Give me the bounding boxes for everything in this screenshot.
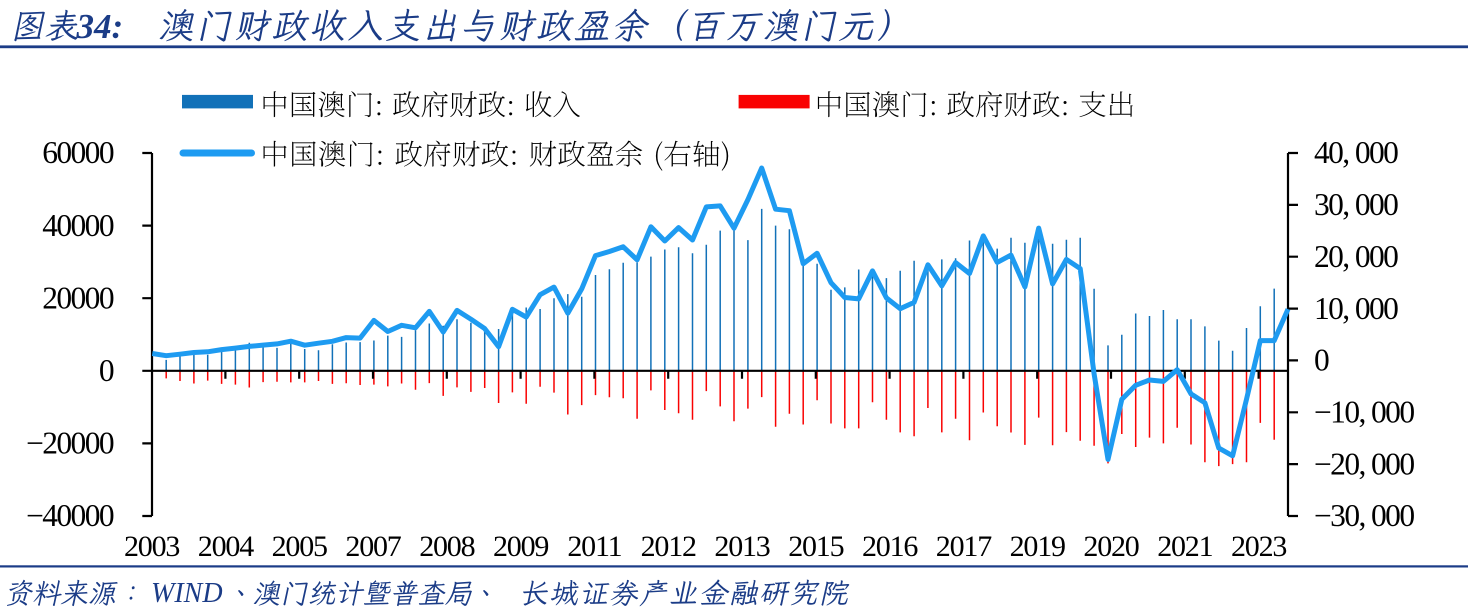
svg-text:2023: 2023 [1231, 530, 1286, 563]
svg-text:−20000: −20000 [26, 426, 114, 461]
svg-text:2020: 2020 [1083, 530, 1138, 563]
svg-text:0: 0 [1314, 343, 1329, 378]
svg-text:2021: 2021 [1157, 530, 1212, 563]
svg-text:2015: 2015 [788, 530, 843, 563]
svg-text:−10, 000: −10, 000 [1314, 395, 1414, 430]
svg-text:40, 000: 40, 000 [1314, 135, 1398, 170]
svg-text:60000: 60000 [42, 135, 114, 170]
svg-text:−20, 000: −20, 000 [1314, 446, 1414, 481]
svg-text:30, 000: 30, 000 [1314, 187, 1398, 222]
svg-text:2016: 2016 [862, 530, 918, 563]
svg-text:2003: 2003 [124, 530, 179, 563]
svg-text:2005: 2005 [272, 530, 327, 563]
svg-text:0: 0 [99, 353, 114, 388]
svg-text:2007: 2007 [345, 530, 401, 563]
svg-text:2013: 2013 [714, 530, 769, 563]
svg-text:2012: 2012 [641, 530, 696, 563]
svg-text:10, 000: 10, 000 [1314, 291, 1398, 326]
svg-text:2008: 2008 [419, 530, 474, 563]
svg-text:40000: 40000 [42, 208, 114, 243]
svg-text:−40000: −40000 [26, 498, 114, 533]
svg-text:2011: 2011 [567, 530, 621, 563]
svg-text:2009: 2009 [493, 530, 548, 563]
svg-text:2019: 2019 [1010, 530, 1065, 563]
svg-text:2004: 2004 [198, 530, 254, 563]
svg-text:−30, 000: −30, 000 [1314, 498, 1414, 533]
svg-text:34:: 34: [76, 7, 124, 46]
svg-text:WIND: WIND [151, 578, 223, 609]
svg-text:20, 000: 20, 000 [1314, 239, 1398, 274]
svg-text:2017: 2017 [936, 530, 992, 563]
svg-text:20000: 20000 [42, 280, 114, 315]
